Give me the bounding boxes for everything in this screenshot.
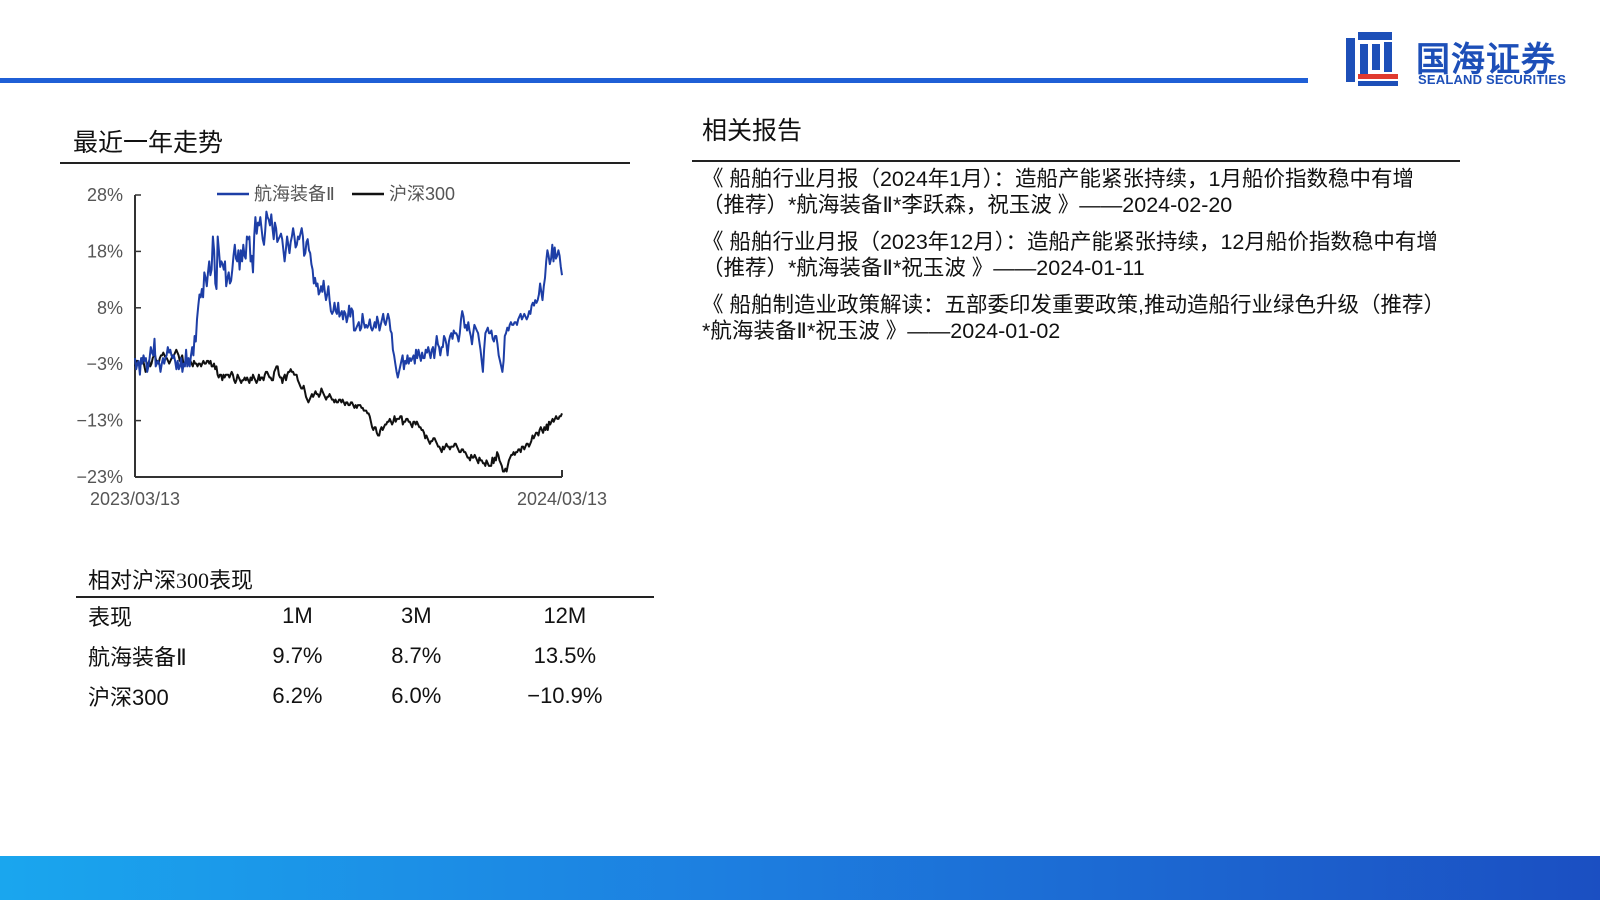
report-item[interactable]: 《 船舶行业月报（2023年12月）：造船产能紧张持续，12月船价指数稳中有增（… (702, 230, 1438, 280)
logo-chinese-name: 国海证券 (1416, 41, 1556, 79)
y-tick-label: 18% (87, 241, 123, 261)
report-item[interactable]: 《 船舶行业月报（2024年1月）：造船产能紧张持续，1月船价指数稳中有增（推荐… (702, 167, 1414, 217)
x-tick-label: 2024/03/13 (517, 489, 607, 509)
x-tick-label: 2023/03/13 (90, 489, 180, 509)
related-reports-list: 《 船舶行业月报（2024年1月）：造船产能紧张持续，1月船价指数稳中有增（推荐… (702, 166, 1452, 355)
header-cell: 1M (282, 603, 313, 628)
footer-bar (0, 856, 1600, 900)
trend-chart: 28% 18% 8% −3% −13% −23%2023/03/13 2024/03/13 航… (76, 184, 607, 509)
series-line-hanghai (134, 210, 563, 379)
performance-title: 相对沪深300表现 (88, 568, 254, 593)
table-row: 航海装备Ⅱ 9.7% 8.7% 13.5% (76, 636, 654, 676)
legend-label: 航海装备Ⅱ (254, 184, 335, 204)
header-rule (0, 78, 1308, 83)
header-cell: 12M (543, 603, 587, 628)
row-name: 航海装备Ⅱ (88, 645, 187, 670)
header-cell: 3M (400, 603, 432, 628)
performance-table: 表现 1M 3M 12M 航海装备Ⅱ 9.7% 8.7% 13.5% 沪深300… (76, 596, 654, 716)
y-tick-label: −23% (76, 467, 123, 487)
y-tick-label: 28% (87, 185, 123, 205)
value-1m: 6.2% (272, 683, 323, 708)
sealand-logo-icon (1346, 32, 1398, 86)
header-cell: 表现 (88, 605, 133, 630)
y-tick-label: −13% (76, 411, 123, 431)
y-tick-label: −3% (86, 354, 123, 374)
value-1m: 9.7% (272, 643, 323, 668)
series-line-hs300 (134, 348, 563, 473)
table-row: 沪深300 6.2% 6.0% −10.9% (76, 676, 654, 716)
company-logo: 国海证券 SEALAND SECURITIES (1346, 30, 1576, 88)
row-name: 沪深300 (88, 685, 169, 710)
related-reports-title: 相关报告 (702, 117, 803, 145)
trend-title-rule (60, 162, 630, 164)
value-3m: 8.7% (391, 643, 442, 668)
performance-header-row: 表现 1M 3M 12M (76, 596, 654, 636)
trend-title: 最近一年走势 (73, 129, 224, 157)
value-3m: 6.0% (391, 683, 442, 708)
performance-title-rule (76, 596, 654, 598)
value-12m: −10.9% (527, 683, 603, 708)
logo-english-name: SEALAND SECURITIES (1418, 72, 1567, 87)
legend-label: 沪深300 (389, 184, 455, 204)
y-tick-label: 8% (97, 298, 123, 318)
report-item[interactable]: 《 船舶制造业政策解读：五部委印发重要政策,推动造船行业绿色升级（推荐）*航海装… (702, 293, 1445, 343)
value-12m: 13.5% (533, 643, 597, 668)
related-reports-rule (692, 160, 1460, 162)
